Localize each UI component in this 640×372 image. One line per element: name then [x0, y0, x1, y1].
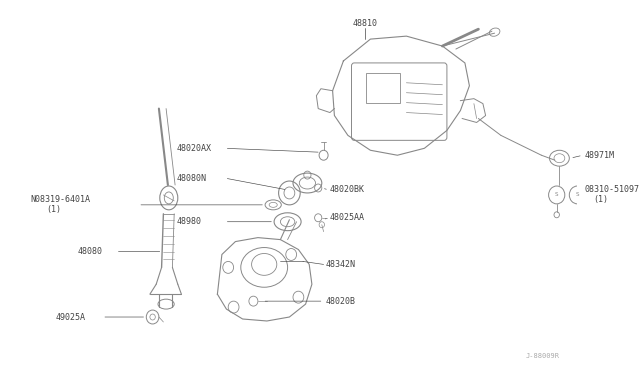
Text: 49025A: 49025A	[56, 312, 85, 321]
Text: 48971M: 48971M	[584, 151, 614, 160]
Text: 48342N: 48342N	[325, 260, 355, 269]
Text: 48020AX: 48020AX	[177, 144, 212, 153]
Text: (1): (1)	[594, 195, 609, 204]
Text: 08310-51097: 08310-51097	[584, 186, 639, 195]
Text: 48020BK: 48020BK	[330, 186, 365, 195]
Text: 48025AA: 48025AA	[330, 213, 365, 222]
Text: 48020B: 48020B	[325, 296, 355, 306]
Text: S: S	[575, 192, 579, 198]
Text: 48080N: 48080N	[177, 174, 207, 183]
Text: N08319-6401A: N08319-6401A	[30, 195, 90, 204]
Text: 48980: 48980	[177, 217, 202, 226]
Text: J-88009R: J-88009R	[525, 353, 559, 359]
Text: (1): (1)	[46, 205, 61, 214]
Text: 48810: 48810	[353, 19, 378, 28]
Text: 48080: 48080	[78, 247, 103, 256]
Text: S: S	[555, 192, 559, 198]
